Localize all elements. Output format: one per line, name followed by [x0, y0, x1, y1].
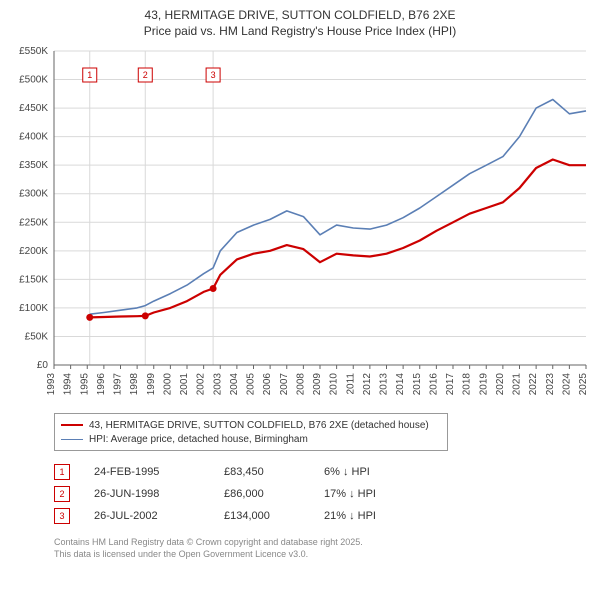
svg-text:£0: £0: [37, 360, 49, 371]
svg-text:1999: 1999: [146, 373, 157, 396]
svg-text:3: 3: [211, 70, 216, 80]
svg-text:£100K: £100K: [19, 303, 48, 314]
svg-text:2021: 2021: [512, 373, 523, 396]
svg-text:2020: 2020: [495, 373, 506, 396]
svg-text:1995: 1995: [79, 373, 90, 396]
marker-date-2: 26-JUN-1998: [94, 488, 224, 500]
marker-note-3: 21% ↓ HPI: [324, 510, 464, 522]
legend-label-property: 43, HERMITAGE DRIVE, SUTTON COLDFIELD, B…: [89, 420, 429, 431]
title-line2: Price paid vs. HM Land Registry's House …: [144, 24, 456, 38]
legend-item-property: 43, HERMITAGE DRIVE, SUTTON COLDFIELD, B…: [61, 418, 441, 432]
chart: £0 £50K £100K £150K £200K £250K £300K £350K £400…: [10, 45, 590, 405]
svg-text:2001: 2001: [179, 373, 190, 396]
marker-badge-1: 1: [54, 464, 70, 480]
svg-text:2002: 2002: [196, 373, 207, 396]
svg-text:2025: 2025: [578, 373, 589, 396]
svg-text:£500K: £500K: [19, 75, 48, 86]
svg-text:1996: 1996: [96, 373, 107, 396]
svg-text:2010: 2010: [329, 373, 340, 396]
marker-price-2: £86,000: [224, 488, 324, 500]
title-line1: 43, HERMITAGE DRIVE, SUTTON COLDFIELD, B…: [145, 8, 456, 22]
svg-text:£200K: £200K: [19, 246, 48, 257]
svg-text:£550K: £550K: [19, 46, 48, 57]
marker-row-1: 1 24-FEB-1995 £83,450 6% ↓ HPI: [54, 461, 590, 483]
svg-text:2016: 2016: [428, 373, 439, 396]
marker-badge-2: 2: [54, 486, 70, 502]
chart-title: 43, HERMITAGE DRIVE, SUTTON COLDFIELD, B…: [10, 8, 590, 39]
svg-text:2000: 2000: [162, 373, 173, 396]
svg-text:2017: 2017: [445, 373, 456, 396]
legend-label-hpi: HPI: Average price, detached house, Birm…: [89, 434, 308, 445]
svg-text:2023: 2023: [545, 373, 556, 396]
svg-text:2014: 2014: [395, 373, 406, 396]
svg-text:2009: 2009: [312, 373, 323, 396]
svg-text:2004: 2004: [229, 373, 240, 396]
svg-text:2: 2: [143, 70, 148, 80]
svg-text:2018: 2018: [462, 373, 473, 396]
svg-text:£400K: £400K: [19, 132, 48, 143]
svg-text:£450K: £450K: [19, 103, 48, 114]
marker-date-1: 24-FEB-1995: [94, 466, 224, 478]
svg-text:£50K: £50K: [25, 332, 49, 343]
marker-note-1: 6% ↓ HPI: [324, 466, 464, 478]
footer-line2: This data is licensed under the Open Gov…: [54, 549, 308, 559]
marker-price-3: £134,000: [224, 510, 324, 522]
marker-row-2: 2 26-JUN-1998 £86,000 17% ↓ HPI: [54, 483, 590, 505]
chart-svg: £0 £50K £100K £150K £200K £250K £300K £350K £400…: [10, 45, 590, 405]
marker-badge-3: 3: [54, 508, 70, 524]
legend-swatch-hpi: [61, 439, 83, 440]
svg-text:£250K: £250K: [19, 217, 48, 228]
svg-text:£150K: £150K: [19, 275, 48, 286]
marker-note-2: 17% ↓ HPI: [324, 488, 464, 500]
svg-text:£350K: £350K: [19, 160, 48, 171]
svg-text:£300K: £300K: [19, 189, 48, 200]
svg-text:2013: 2013: [379, 373, 390, 396]
svg-text:1998: 1998: [129, 373, 140, 396]
svg-text:1: 1: [87, 70, 92, 80]
svg-text:2003: 2003: [212, 373, 223, 396]
legend-swatch-property: [61, 424, 83, 426]
svg-text:2019: 2019: [478, 373, 489, 396]
marker-date-3: 26-JUL-2002: [94, 510, 224, 522]
svg-text:2012: 2012: [362, 373, 373, 396]
legend: 43, HERMITAGE DRIVE, SUTTON COLDFIELD, B…: [54, 413, 448, 451]
svg-text:1994: 1994: [63, 373, 74, 396]
svg-text:1997: 1997: [113, 373, 124, 396]
svg-text:2011: 2011: [345, 373, 356, 395]
marker-price-1: £83,450: [224, 466, 324, 478]
footer-line1: Contains HM Land Registry data © Crown c…: [54, 537, 363, 547]
legend-item-hpi: HPI: Average price, detached house, Birm…: [61, 432, 441, 446]
svg-text:2015: 2015: [412, 373, 423, 396]
svg-text:2006: 2006: [262, 373, 273, 396]
marker-table: 1 24-FEB-1995 £83,450 6% ↓ HPI 2 26-JUN-…: [54, 461, 590, 527]
svg-text:1993: 1993: [46, 373, 57, 396]
svg-text:2024: 2024: [561, 373, 572, 396]
marker-row-3: 3 26-JUL-2002 £134,000 21% ↓ HPI: [54, 505, 590, 527]
svg-text:2007: 2007: [279, 373, 290, 396]
footer: Contains HM Land Registry data © Crown c…: [54, 537, 590, 560]
svg-text:2008: 2008: [295, 373, 306, 396]
svg-text:2022: 2022: [528, 373, 539, 396]
svg-text:2005: 2005: [246, 373, 257, 396]
